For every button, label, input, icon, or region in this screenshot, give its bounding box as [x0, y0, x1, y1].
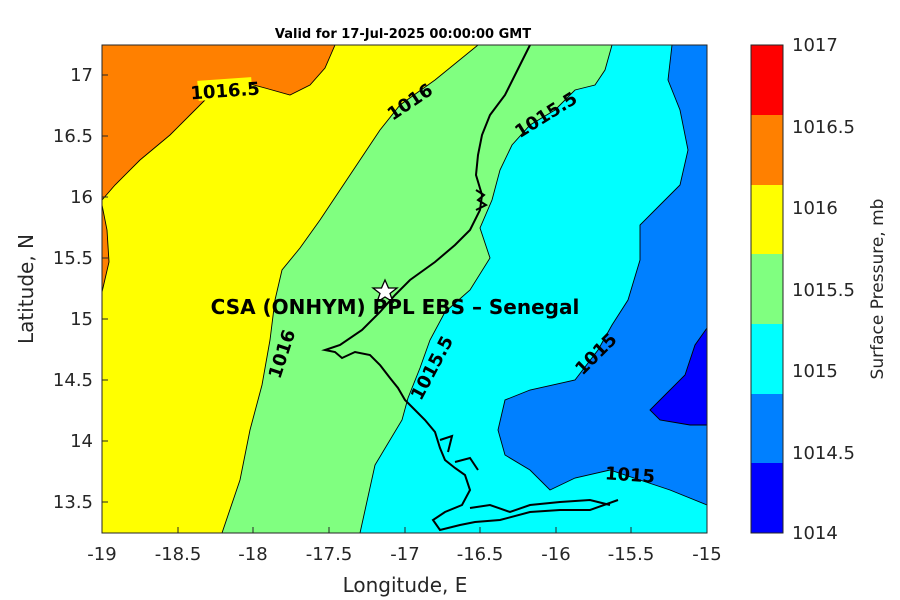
x-tick-label: -15.5 — [608, 544, 655, 565]
contour-fill-layer: 1016.5 1016 1015.5 1016 1015.5 1015 1015… — [102, 45, 707, 533]
colorbar-swatch — [751, 185, 783, 254]
colorbar-swatch — [751, 254, 783, 324]
colorbar-tick-label: 1015 — [792, 361, 838, 382]
y-tick-label: 14 — [70, 431, 93, 452]
site-star-icon — [371, 278, 399, 304]
colorbar-tick-label: 1016.5 — [792, 117, 855, 138]
colorbar-swatch — [751, 45, 783, 115]
band-1015-5 — [222, 45, 612, 533]
y-tick-label: 16.5 — [53, 126, 93, 147]
colorbar-tick-label: 1015.5 — [792, 280, 855, 301]
x-tick-label: -15 — [692, 544, 721, 565]
colorbar-tick-label: 1017 — [792, 35, 838, 56]
colorbar-label: Surface Pressure, mb — [868, 199, 888, 380]
colorbar-swatch — [751, 115, 783, 185]
x-tick-label: -19 — [87, 544, 116, 565]
colorbar-swatch — [751, 324, 783, 394]
y-tick-label: 17 — [70, 65, 93, 86]
y-tick-label: 16 — [70, 187, 93, 208]
y-tick-label: 15 — [70, 309, 93, 330]
coastline — [321, 45, 619, 532]
y-axis-label: Latitude, N — [14, 234, 38, 344]
colorbar-swatch — [751, 463, 783, 533]
colorbar-swatch — [751, 394, 783, 463]
band-1014-5 — [498, 45, 707, 505]
contour-label: 1015 — [604, 463, 655, 487]
contour-label: 1016.5 — [190, 79, 261, 105]
x-tick-label: -18.5 — [155, 544, 202, 565]
x-tick-label: -16 — [541, 544, 570, 565]
y-tick-label: 14.5 — [53, 370, 93, 391]
x-tick-label: -16.5 — [457, 544, 504, 565]
map-title: Valid for 17-Jul-2025 00:00:00 GMT — [275, 27, 531, 42]
band-1015 — [360, 45, 707, 533]
x-tick-label: -17.5 — [306, 544, 353, 565]
y-tick-label: 13.5 — [53, 492, 93, 513]
x-tick-label: -18 — [238, 544, 267, 565]
colorbar-tick-label: 1014 — [792, 523, 838, 544]
y-tick-labels: 13.5 14 14.5 15 15.5 16 16.5 17 — [53, 65, 93, 513]
x-tick-labels: -19 -18.5 -18 -17.5 -17 -16.5 -16 -15.5 … — [87, 544, 721, 565]
contour-label-group: 1016.5 1016 1015.5 1016 1015.5 1015 1015 — [190, 77, 656, 488]
x-tick-label: -17 — [390, 544, 419, 565]
tick-marks — [101, 74, 708, 533]
y-tick-label: 15.5 — [53, 248, 93, 269]
colorbar-frame — [750, 44, 784, 534]
site-label: CSA (ONHYM) PPL EBS – Senegal — [211, 295, 580, 319]
colorbar-tick-label: 1016 — [792, 198, 838, 219]
colorbar: 1014 1014.5 1015 1015.5 1016 1016.5 1017… — [750, 35, 888, 544]
band-1016-5 — [102, 45, 335, 200]
x-axis-label: Longitude, E — [343, 573, 468, 597]
colorbar-tick-label: 1014.5 — [792, 443, 855, 464]
band-1016-5-left — [102, 205, 109, 292]
